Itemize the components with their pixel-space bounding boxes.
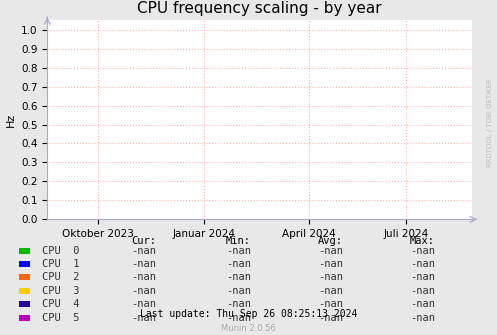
Text: -nan: -nan [318,286,343,296]
Text: -nan: -nan [132,313,157,323]
Text: CPU  5: CPU 5 [42,313,80,323]
Text: Last update: Thu Sep 26 08:25:13 2024: Last update: Thu Sep 26 08:25:13 2024 [140,309,357,319]
Text: -nan: -nan [410,286,435,296]
Text: -nan: -nan [318,259,343,269]
Text: -nan: -nan [318,272,343,282]
Text: -nan: -nan [132,246,157,256]
Text: -nan: -nan [226,299,251,309]
Text: -nan: -nan [410,313,435,323]
Text: -nan: -nan [132,272,157,282]
Y-axis label: Hz: Hz [5,113,15,127]
Text: CPU  2: CPU 2 [42,272,80,282]
Text: -nan: -nan [226,286,251,296]
Text: CPU  4: CPU 4 [42,299,80,309]
Text: CPU  0: CPU 0 [42,246,80,256]
Text: -nan: -nan [226,272,251,282]
Text: -nan: -nan [226,246,251,256]
Text: -nan: -nan [318,246,343,256]
Text: -nan: -nan [410,299,435,309]
Text: CPU  1: CPU 1 [42,259,80,269]
Text: Avg:: Avg: [318,236,343,246]
Title: CPU frequency scaling - by year: CPU frequency scaling - by year [137,1,382,16]
Text: -nan: -nan [132,259,157,269]
Text: Max:: Max: [410,236,435,246]
Text: -nan: -nan [410,259,435,269]
Text: -nan: -nan [226,313,251,323]
Text: RRDTOOL / TOBI OETIKER: RRDTOOL / TOBI OETIKER [487,78,493,166]
Text: -nan: -nan [410,272,435,282]
Text: -nan: -nan [318,299,343,309]
Text: -nan: -nan [132,286,157,296]
Text: -nan: -nan [318,313,343,323]
Text: Cur:: Cur: [132,236,157,246]
Text: Munin 2.0.56: Munin 2.0.56 [221,324,276,333]
Text: -nan: -nan [226,259,251,269]
Text: CPU  3: CPU 3 [42,286,80,296]
Text: -nan: -nan [132,299,157,309]
Text: Min:: Min: [226,236,251,246]
Text: -nan: -nan [410,246,435,256]
